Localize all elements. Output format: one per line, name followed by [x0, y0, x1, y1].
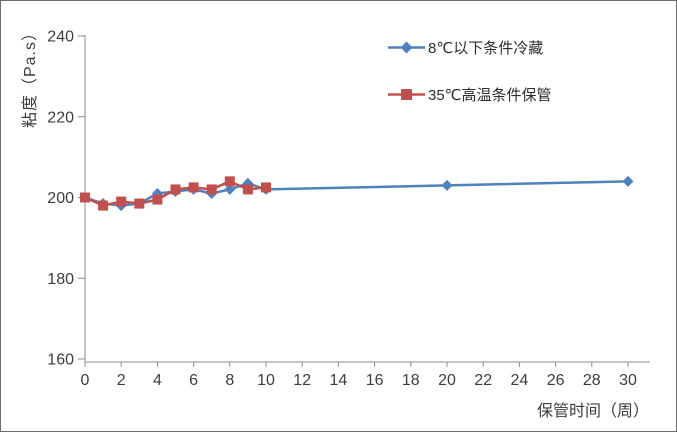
- series-1-marker: [80, 192, 90, 203]
- x-tick-label: 30: [619, 372, 637, 389]
- legend-marker-diamond-icon: [388, 41, 425, 53]
- legend: 8℃以下条件冷藏 35℃高温条件保管: [388, 37, 552, 104]
- series-1-marker: [116, 196, 127, 207]
- series-1-marker: [152, 194, 163, 205]
- series-1-marker: [224, 176, 235, 187]
- legend-marker-square-icon: [388, 88, 425, 100]
- series-1-marker: [206, 184, 217, 195]
- series-1-marker: [261, 182, 271, 193]
- series-0-marker: [622, 175, 634, 187]
- x-tick-label: 28: [583, 372, 601, 389]
- x-tick-label: 18: [402, 372, 420, 389]
- series-1-marker: [170, 184, 181, 195]
- x-tick-label: 10: [257, 372, 275, 389]
- x-tick-label: 22: [474, 372, 492, 389]
- y-tick-label: 180: [47, 271, 74, 288]
- x-tick-label: 20: [438, 372, 456, 389]
- x-tick-label: 6: [189, 372, 198, 389]
- x-tick-label: 24: [511, 372, 529, 389]
- series-1-marker: [98, 200, 109, 211]
- x-tick-label: 14: [330, 372, 348, 389]
- series-1-marker: [242, 184, 253, 195]
- y-tick-label: 200: [47, 190, 74, 207]
- x-tick-label: 12: [293, 372, 311, 389]
- legend-entry-hot-storage: 35℃高温条件保管: [388, 84, 552, 104]
- series-0-marker: [224, 183, 236, 195]
- y-tick-label: 220: [47, 109, 74, 126]
- series-0-marker: [441, 179, 453, 191]
- legend-label-hot-storage: 35℃高温条件保管: [428, 86, 552, 104]
- y-tick-label: 240: [47, 29, 74, 46]
- series-1-marker: [188, 182, 199, 193]
- x-tick-label: 4: [153, 372, 162, 389]
- legend-label-cold-storage: 8℃以下条件冷藏: [428, 39, 544, 57]
- legend-entry-cold-storage: 8℃以下条件冷藏: [388, 37, 552, 57]
- series-1-marker: [134, 198, 145, 209]
- x-tick-label: 2: [117, 372, 126, 389]
- y-tick-label: 160: [47, 352, 74, 369]
- x-tick-label: 26: [547, 372, 565, 389]
- x-axis-title: 保管时间（周）: [536, 403, 649, 420]
- y-axis-title: 粘度（Pa.s）: [22, 23, 39, 129]
- x-tick-label: 8: [225, 372, 234, 389]
- x-tick-label: 16: [366, 372, 384, 389]
- x-tick-label: 0: [81, 372, 90, 389]
